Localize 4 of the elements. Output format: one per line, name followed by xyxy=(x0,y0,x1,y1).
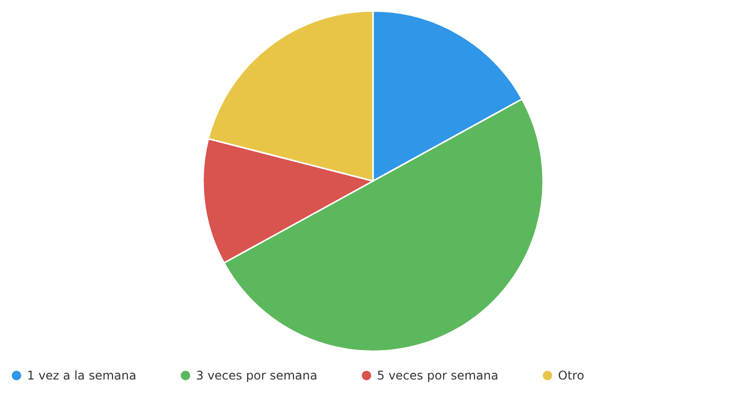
legend-label: 1 vez a la semana xyxy=(27,368,136,383)
legend-label: 5 veces por semana xyxy=(377,368,498,383)
legend-label: 3 veces por semana xyxy=(196,368,318,383)
legend-label: Otro xyxy=(558,368,584,383)
